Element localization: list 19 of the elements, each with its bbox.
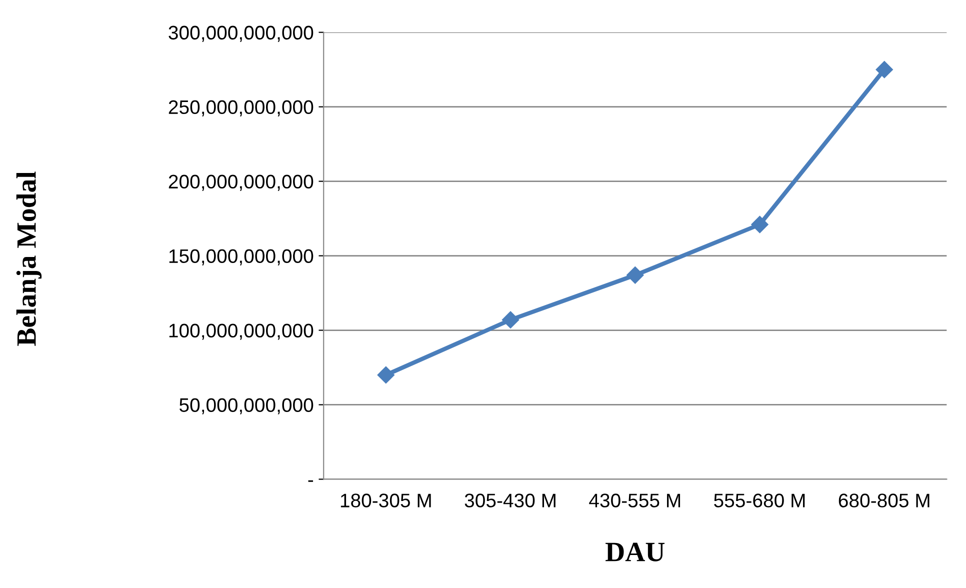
point — [626, 266, 644, 284]
x-tick-label: 680-805 M — [838, 494, 930, 508]
x-tick-label: 555-680 M — [714, 494, 805, 508]
y-tick-label: - — [308, 480, 314, 482]
y-tick-label: 150,000,000,000 — [169, 249, 314, 266]
y-tick-label: 250,000,000,000 — [168, 100, 314, 116]
y-tick-label: 200,000,000,000 — [168, 174, 314, 191]
x-tick-label: 430-555 M — [589, 494, 680, 508]
point — [377, 366, 394, 384]
y-axis-title: Belanja Modal — [16, 172, 42, 346]
point — [751, 216, 768, 234]
y-tick-label: 50,000,000,000 — [180, 398, 314, 414]
point — [876, 61, 893, 78]
x-tick-label: 180-305 M — [340, 494, 431, 508]
y-tick-label: 300,000,000,000 — [168, 26, 314, 42]
y-tick-label: 100,000,000,000 — [169, 324, 314, 340]
x-tick-label: 305-430 M — [464, 494, 556, 508]
point — [502, 311, 520, 328]
x-axis-title: DAU — [606, 542, 665, 562]
